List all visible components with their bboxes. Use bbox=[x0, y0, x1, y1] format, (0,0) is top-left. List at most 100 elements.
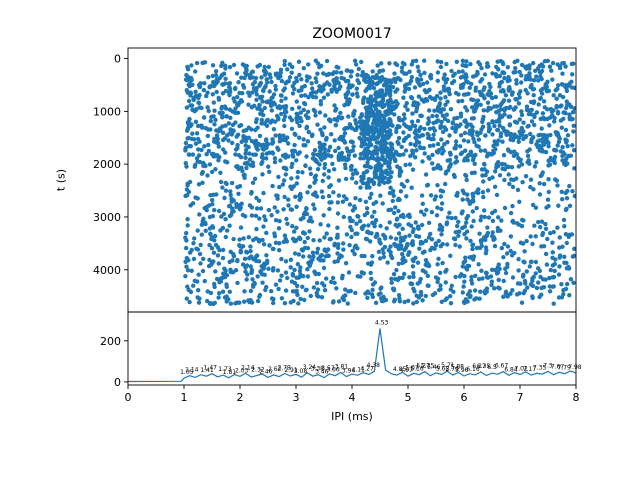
scatter-point bbox=[223, 234, 228, 240]
scatter-point bbox=[511, 177, 516, 183]
scatter-point bbox=[508, 291, 513, 296]
scatter-point bbox=[449, 215, 454, 221]
scatter-point bbox=[479, 214, 484, 219]
scatter-point bbox=[259, 94, 265, 100]
scatter-point bbox=[363, 164, 368, 169]
scatter-point bbox=[477, 231, 482, 236]
scatter-point bbox=[208, 290, 214, 296]
y-tick-label: 1000 bbox=[93, 105, 121, 118]
scatter-point bbox=[472, 288, 478, 293]
scatter-point bbox=[367, 80, 372, 85]
scatter-point bbox=[471, 199, 476, 204]
scatter-point bbox=[422, 70, 427, 76]
scatter-point bbox=[192, 236, 197, 241]
scatter-point bbox=[306, 129, 311, 135]
scatter-point bbox=[500, 166, 505, 171]
scatter-point bbox=[374, 231, 380, 237]
scatter-point bbox=[206, 148, 211, 154]
scatter-point bbox=[323, 113, 328, 118]
scatter-point bbox=[519, 112, 525, 118]
scatter-point bbox=[571, 61, 576, 66]
scatter-point bbox=[370, 69, 375, 74]
scatter-point bbox=[513, 96, 518, 102]
scatter-point bbox=[546, 189, 551, 195]
scatter-point bbox=[496, 277, 501, 283]
scatter-point bbox=[350, 248, 355, 253]
scatter-point bbox=[317, 162, 322, 167]
scatter-point bbox=[481, 194, 486, 200]
scatter-point bbox=[315, 167, 321, 172]
scatter-point bbox=[257, 294, 262, 299]
scatter-point bbox=[547, 64, 553, 69]
scatter-point bbox=[256, 237, 261, 243]
scatter-point bbox=[400, 275, 405, 280]
y-tick-label: 2000 bbox=[93, 158, 121, 171]
scatter-point bbox=[469, 81, 474, 87]
scatter-point bbox=[407, 212, 412, 217]
scatter-point bbox=[287, 75, 293, 80]
scatter-point bbox=[496, 262, 501, 267]
ipi-annotation: 3.66 bbox=[326, 367, 340, 374]
scatter-point bbox=[438, 244, 443, 249]
scatter-point bbox=[417, 126, 423, 131]
scatter-point bbox=[442, 116, 448, 122]
scatter-point bbox=[388, 185, 393, 190]
scatter-point bbox=[489, 267, 495, 272]
scatter-point bbox=[354, 180, 359, 185]
scatter-point bbox=[266, 64, 271, 70]
scatter-point bbox=[228, 127, 233, 132]
scatter-point bbox=[393, 205, 398, 210]
ipi-annotation: 3.24 bbox=[303, 364, 317, 371]
scatter-point bbox=[252, 176, 258, 181]
scatter-point bbox=[188, 93, 193, 98]
scatter-point bbox=[202, 278, 207, 284]
scatter-point bbox=[516, 101, 522, 106]
scatter-point bbox=[194, 131, 200, 136]
scatter-point bbox=[518, 281, 523, 286]
scatter-point bbox=[562, 260, 567, 265]
scatter-point bbox=[342, 103, 347, 108]
scatter-point bbox=[469, 97, 474, 102]
scatter-point bbox=[262, 262, 268, 267]
scatter-point bbox=[289, 176, 294, 181]
scatter-point bbox=[497, 119, 502, 124]
scatter-point bbox=[543, 82, 548, 87]
scatter-point bbox=[510, 275, 516, 280]
scatter-point bbox=[304, 154, 309, 159]
scatter-point bbox=[208, 193, 213, 198]
scatter-point bbox=[454, 59, 459, 64]
scatter-point bbox=[537, 192, 543, 197]
scatter-point bbox=[380, 154, 385, 159]
scatter-point bbox=[216, 95, 221, 101]
scatter-point bbox=[538, 224, 543, 230]
scatter-point bbox=[443, 171, 448, 176]
scatter-point bbox=[334, 118, 340, 123]
ipi-annotation: 3.46 bbox=[315, 369, 329, 376]
scatter-point bbox=[373, 96, 378, 102]
x-tick-label: 1 bbox=[181, 391, 188, 404]
scatter-point bbox=[501, 61, 506, 67]
scatter-point bbox=[387, 61, 392, 66]
scatter-point bbox=[505, 65, 510, 70]
scatter-point bbox=[441, 148, 446, 154]
scatter-point bbox=[397, 165, 402, 171]
scatter-point bbox=[207, 301, 213, 306]
scatter-point bbox=[407, 162, 413, 167]
scatter-point bbox=[507, 181, 512, 187]
scatter-point bbox=[382, 180, 387, 185]
scatter-point bbox=[539, 172, 544, 178]
scatter-point bbox=[263, 287, 268, 293]
scatter-point bbox=[199, 147, 204, 153]
scatter-point bbox=[464, 108, 470, 113]
scatter-point bbox=[539, 91, 545, 96]
scatter-point bbox=[406, 125, 411, 130]
scatter-point bbox=[246, 235, 251, 240]
scatter-point bbox=[536, 219, 541, 225]
scatter-point bbox=[326, 223, 331, 228]
scatter-point bbox=[456, 99, 461, 104]
scatter-point bbox=[540, 111, 546, 116]
scatter-point bbox=[188, 144, 193, 149]
scatter-point bbox=[431, 132, 436, 137]
scatter-point bbox=[513, 69, 518, 75]
scatter-point bbox=[254, 92, 259, 97]
